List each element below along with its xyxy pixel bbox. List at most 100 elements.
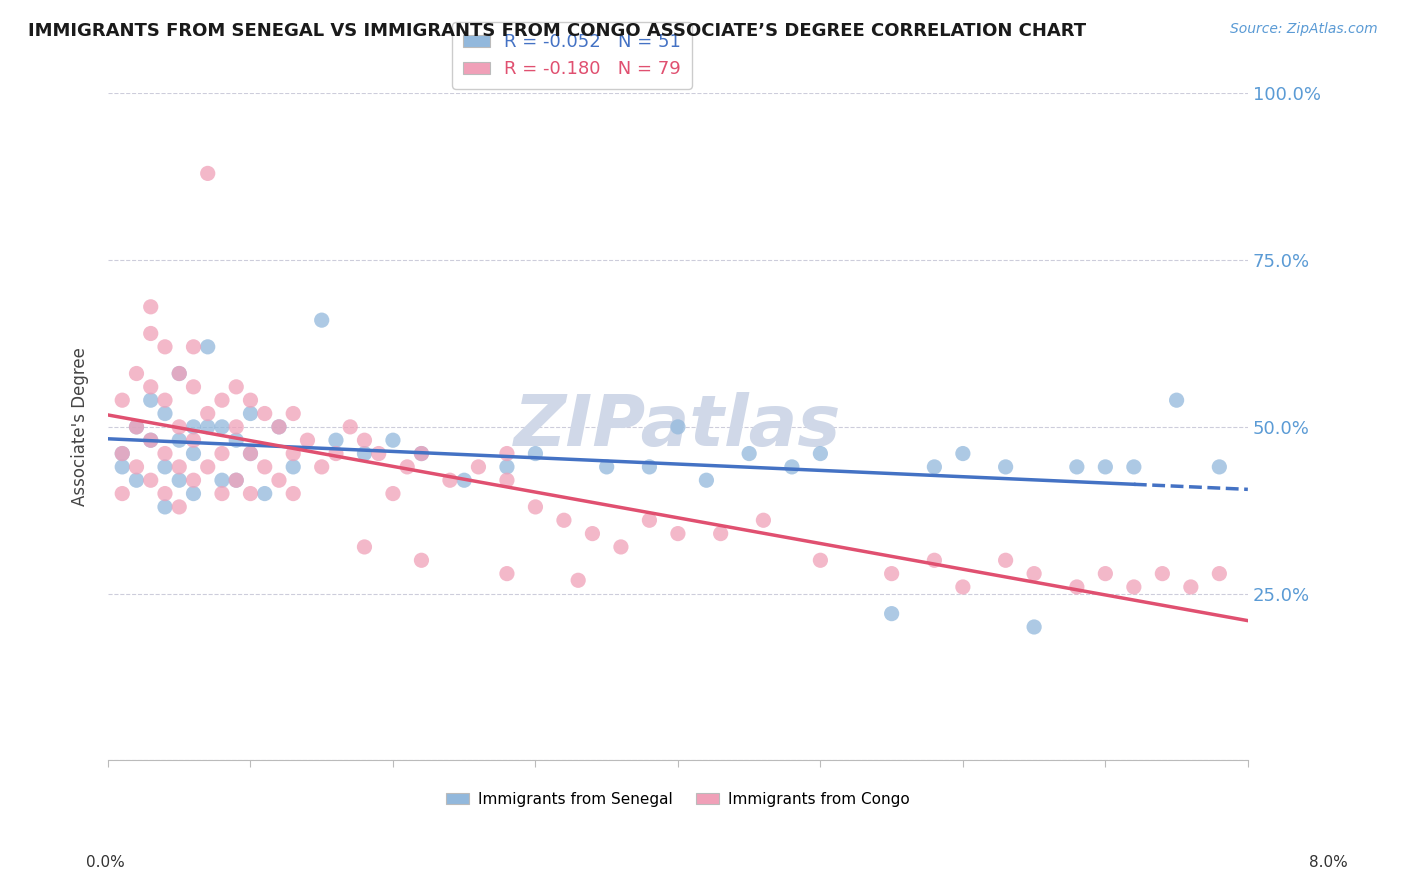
Text: 8.0%: 8.0% <box>1309 855 1348 870</box>
Point <box>467 459 489 474</box>
Point <box>411 446 433 460</box>
Point <box>1066 580 1088 594</box>
Point <box>524 500 547 514</box>
Point <box>283 446 305 460</box>
Point <box>666 420 689 434</box>
Point <box>267 473 290 487</box>
Point <box>167 459 190 474</box>
Point <box>211 486 233 500</box>
Point <box>183 473 205 487</box>
Point <box>553 513 575 527</box>
Point <box>353 434 375 448</box>
Point <box>752 513 775 527</box>
Point <box>994 459 1017 474</box>
Point <box>381 434 404 448</box>
Point <box>738 446 761 460</box>
Point <box>353 540 375 554</box>
Point <box>253 459 276 474</box>
Point <box>111 393 134 408</box>
Point <box>139 473 162 487</box>
Point <box>339 420 361 434</box>
Point <box>253 407 276 421</box>
Point <box>153 459 176 474</box>
Point <box>411 446 433 460</box>
Point <box>1122 580 1144 594</box>
Point <box>1208 566 1230 581</box>
Point <box>225 473 247 487</box>
Point <box>167 367 190 381</box>
Text: ZIPatlas: ZIPatlas <box>515 392 842 461</box>
Point <box>211 420 233 434</box>
Point <box>267 420 290 434</box>
Point <box>197 459 219 474</box>
Text: IMMIGRANTS FROM SENEGAL VS IMMIGRANTS FROM CONGO ASSOCIATE’S DEGREE CORRELATION : IMMIGRANTS FROM SENEGAL VS IMMIGRANTS FR… <box>28 22 1087 40</box>
Point <box>524 446 547 460</box>
Point <box>311 313 333 327</box>
Point <box>1122 459 1144 474</box>
Point <box>253 486 276 500</box>
Point <box>283 459 305 474</box>
Point <box>167 420 190 434</box>
Point <box>225 380 247 394</box>
Point <box>1024 566 1046 581</box>
Point <box>880 607 903 621</box>
Point <box>139 434 162 448</box>
Point <box>153 340 176 354</box>
Point <box>496 459 519 474</box>
Point <box>780 459 803 474</box>
Legend: Immigrants from Senegal, Immigrants from Congo: Immigrants from Senegal, Immigrants from… <box>440 786 915 813</box>
Point <box>1180 580 1202 594</box>
Point <box>496 566 519 581</box>
Point <box>1208 459 1230 474</box>
Point <box>225 473 247 487</box>
Point <box>183 486 205 500</box>
Point <box>453 473 475 487</box>
Point <box>139 300 162 314</box>
Point <box>239 446 262 460</box>
Point <box>225 434 247 448</box>
Point <box>211 473 233 487</box>
Point <box>153 446 176 460</box>
Text: Source: ZipAtlas.com: Source: ZipAtlas.com <box>1230 22 1378 37</box>
Point <box>239 393 262 408</box>
Point <box>139 434 162 448</box>
Point <box>167 367 190 381</box>
Point <box>125 367 148 381</box>
Point <box>211 446 233 460</box>
Point <box>153 407 176 421</box>
Point <box>924 553 946 567</box>
Point <box>239 446 262 460</box>
Point <box>1166 393 1188 408</box>
Point <box>638 513 661 527</box>
Point <box>610 540 633 554</box>
Point <box>710 526 733 541</box>
Point <box>994 553 1017 567</box>
Point <box>595 459 617 474</box>
Y-axis label: Associate's Degree: Associate's Degree <box>72 348 89 507</box>
Point <box>197 166 219 180</box>
Point <box>125 459 148 474</box>
Point <box>153 500 176 514</box>
Point <box>167 473 190 487</box>
Point <box>381 486 404 500</box>
Point <box>183 340 205 354</box>
Point <box>666 526 689 541</box>
Point <box>1024 620 1046 634</box>
Point <box>183 434 205 448</box>
Point <box>695 473 717 487</box>
Point <box>125 473 148 487</box>
Point <box>125 420 148 434</box>
Point <box>1094 566 1116 581</box>
Point <box>325 434 347 448</box>
Point <box>183 380 205 394</box>
Point <box>125 420 148 434</box>
Point <box>283 486 305 500</box>
Point <box>496 446 519 460</box>
Point <box>581 526 603 541</box>
Point <box>567 574 589 588</box>
Text: 0.0%: 0.0% <box>86 855 125 870</box>
Point <box>139 393 162 408</box>
Point <box>111 459 134 474</box>
Point <box>183 420 205 434</box>
Point <box>197 340 219 354</box>
